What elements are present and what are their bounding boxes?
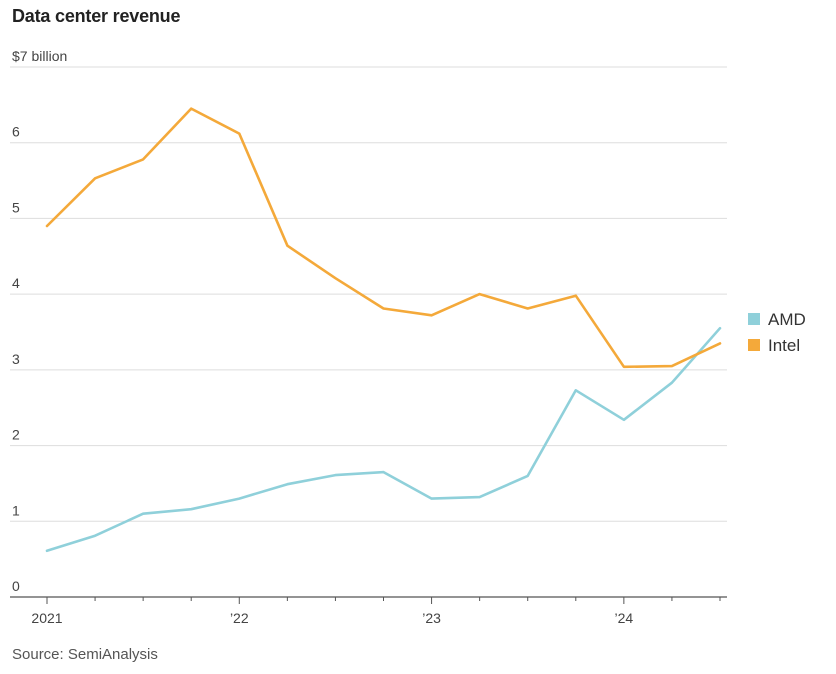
y-tick-label: 3 [12, 351, 20, 367]
legend-swatch-intel [748, 339, 760, 351]
x-tick-label: ’22 [230, 610, 249, 626]
x-tick-label: 2021 [31, 610, 62, 626]
gridlines [10, 66, 727, 522]
x-tick-label: ’24 [615, 610, 634, 626]
y-tick-label: 4 [12, 275, 20, 291]
y-tick-label: 6 [12, 124, 20, 140]
y-tick-label: 2 [12, 427, 20, 443]
x-tick-label: ’23 [422, 610, 441, 626]
y-tick-label: $7 billion [12, 48, 67, 64]
x-axis: 2021 ’22 ’23 ’24 [10, 596, 727, 626]
legend: AMD Intel [748, 310, 806, 355]
legend-label-amd: AMD [768, 310, 806, 329]
y-tick-label: 5 [12, 199, 20, 215]
series-lines [45, 107, 722, 553]
y-axis-ticks: 0 1 2 3 4 5 6 $7 billion [12, 48, 67, 594]
series-line-intel [45, 107, 722, 369]
y-tick-label: 1 [12, 502, 20, 518]
y-tick-label: 0 [12, 578, 20, 594]
source-note: Source: SemiAnalysis [12, 646, 158, 663]
chart-title: Data center revenue [12, 6, 181, 26]
legend-label-intel: Intel [768, 336, 800, 355]
legend-swatch-amd [748, 313, 760, 325]
